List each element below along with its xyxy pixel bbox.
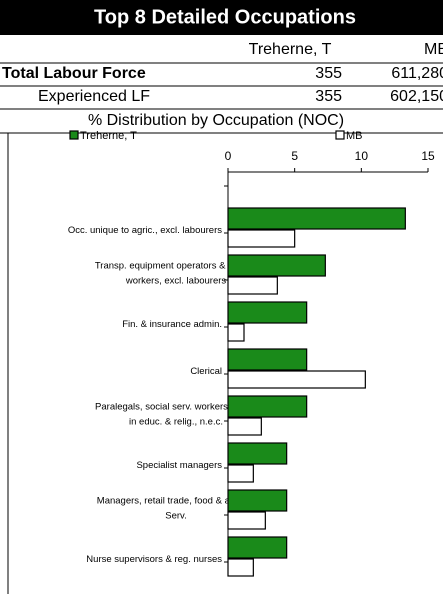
cell: 355 (315, 88, 342, 105)
x-tick-label: 5 (291, 149, 298, 163)
category-label: Paralegals, social serv. workers & occ. i… (95, 401, 257, 427)
bar (227, 229, 296, 248)
title: Top 8 Detailed Occupations (94, 6, 356, 28)
category-label: Clerical (190, 366, 222, 377)
x-tick-label: 10 (355, 149, 369, 163)
legend-label: Treherne, T (80, 130, 137, 142)
x-tick-label: 15 (421, 149, 435, 163)
bar (227, 442, 288, 465)
row-label: Experienced LF (38, 88, 150, 105)
row-label: Total Labour Force (2, 65, 146, 82)
category-label: Fin. & insurance admin. (122, 319, 222, 330)
subtitle: % Distribution by Occupation (NOC) (88, 112, 344, 129)
bar (227, 323, 245, 342)
bar (227, 511, 266, 530)
bar (227, 207, 406, 230)
bar (227, 348, 308, 371)
bar (227, 276, 278, 295)
bar (227, 489, 288, 512)
bar (227, 370, 366, 389)
bar (227, 254, 326, 277)
legend-swatch (69, 130, 79, 140)
bar (227, 301, 308, 324)
cell: 602,150 (390, 88, 443, 105)
category-label: Occ. unique to agric., excl. labourers (68, 225, 222, 236)
bar (227, 464, 254, 483)
legend-label: MB (346, 130, 363, 142)
bar (227, 417, 262, 436)
x-tick-label: 0 (225, 149, 232, 163)
category-label: Nurse supervisors & reg. nurses (86, 554, 222, 565)
bar (227, 395, 308, 418)
cell: 355 (315, 65, 342, 82)
column-header: Treherne, T (249, 41, 332, 58)
category-label: Managers, retail trade, food & accom. Ser… (97, 495, 255, 521)
column-header: MB (424, 41, 443, 58)
bar (227, 536, 288, 559)
plot: Treherne, T MB 0 5 10 15 Occ. unique to agric.… (68, 130, 435, 577)
title-bar (0, 0, 443, 35)
cell: 611,280 (391, 65, 443, 82)
category-label: Transp. equipment operators & related wor… (95, 260, 257, 286)
legend-swatch (335, 130, 345, 140)
category-label: Specialist managers (136, 460, 222, 471)
bar (227, 558, 254, 577)
